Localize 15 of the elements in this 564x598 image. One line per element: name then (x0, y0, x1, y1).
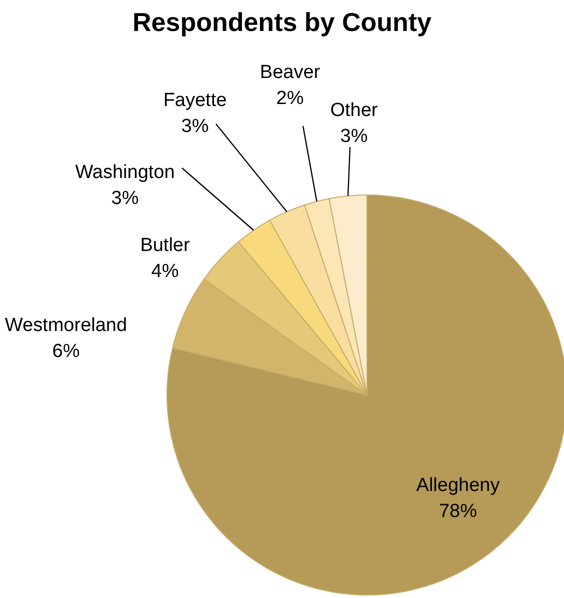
slice-label: Fayette (163, 90, 227, 111)
data-label: 3% (340, 126, 368, 147)
slice-label: Beaver (260, 62, 321, 83)
slice-label: Westmoreland (4, 315, 128, 336)
slice-label: Allegheny (416, 475, 500, 496)
slice-label: Butler (140, 235, 190, 256)
slice-label: Washington (75, 162, 175, 183)
data-label: 6% (52, 341, 80, 362)
data-label: 3% (111, 188, 139, 209)
data-label: 3% (181, 116, 209, 137)
slice-label: Other (330, 100, 378, 121)
chart-title: Respondents by County (132, 7, 432, 37)
data-label: 2% (276, 88, 304, 109)
data-label: 4% (151, 261, 179, 282)
data-label: 78% (438, 501, 478, 522)
